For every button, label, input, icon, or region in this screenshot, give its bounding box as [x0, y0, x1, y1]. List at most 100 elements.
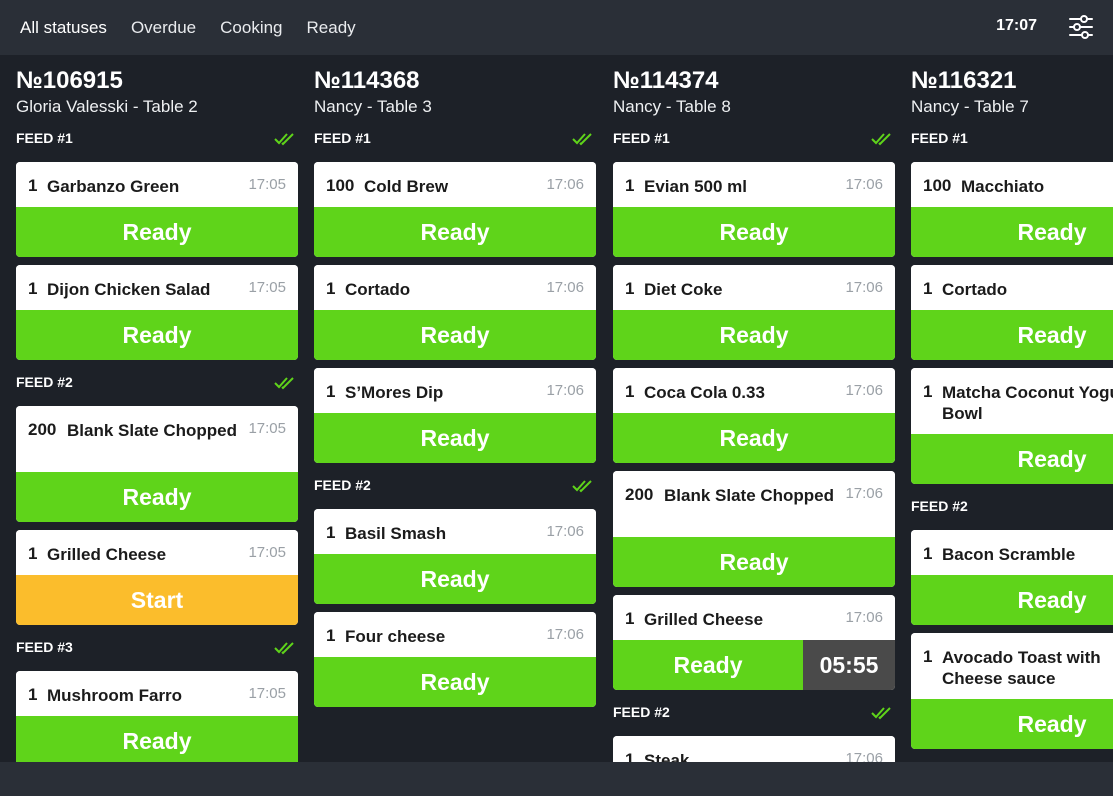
ready-button[interactable]: Ready — [911, 699, 1113, 749]
item-name: Cold Brew — [364, 177, 449, 196]
ready-button[interactable]: Ready — [613, 207, 895, 257]
item-time: 17:05 — [248, 685, 286, 702]
ready-button[interactable]: Ready — [16, 472, 298, 522]
item-name: Blank Slate Chopped — [67, 421, 238, 440]
item-time: 17:06 — [546, 523, 584, 540]
item-quantity: 1 — [625, 279, 635, 298]
double-check-icon — [572, 480, 592, 493]
item-header: 1 Grilled Cheese 17:05 — [16, 530, 298, 575]
ready-button[interactable]: Ready — [613, 413, 895, 463]
item-name: Cortado — [942, 280, 1008, 299]
item-time: 17:06 — [546, 279, 584, 296]
sliders-icon[interactable] — [1068, 14, 1094, 40]
item-quantity: 1 — [326, 626, 336, 645]
start-button[interactable]: Start — [16, 575, 298, 625]
order-item-card: 1 Coca Cola 0.33 17:06 Ready — [613, 368, 895, 463]
order-item-card: 200 Blank Slate Chopped 17:06 Ready — [613, 471, 895, 587]
tab-ready[interactable]: Ready — [306, 17, 356, 37]
order-item-card: 1 S’Mores Dip 17:06 Ready — [314, 368, 596, 463]
item-time: 17:06 — [845, 750, 883, 762]
item-name: Four cheese — [345, 627, 446, 646]
item-quantity: 100 — [326, 176, 355, 195]
item-name: Cortado — [345, 280, 411, 299]
item-time: 17:06 — [546, 176, 584, 193]
order-number: №106915 — [16, 67, 123, 94]
item-time: 17:05 — [248, 544, 286, 561]
order-item-card: 100 Macchiato Ready — [911, 162, 1113, 257]
ready-button[interactable]: Ready — [613, 537, 895, 587]
item-quantity: 1 — [625, 750, 635, 762]
feed-header: FEED #1 — [16, 130, 298, 150]
item-header: 1 Diet Coke 17:06 — [613, 265, 895, 310]
item-time: 17:06 — [845, 382, 883, 399]
order-item-card: 1 Garbanzo Green 17:05 Ready — [16, 162, 298, 257]
item-time: 17:05 — [248, 176, 286, 193]
feed-header: FEED #2 — [16, 374, 298, 394]
order-item-card: 1 Bacon Scramble Ready — [911, 530, 1113, 625]
ready-button[interactable]: Ready — [16, 310, 298, 360]
order-number: №114374 — [613, 67, 719, 94]
order-item-card: 1 Dijon Chicken Salad 17:05 Ready — [16, 265, 298, 360]
ready-button[interactable]: Ready — [911, 434, 1113, 484]
ready-button[interactable]: Ready — [314, 554, 596, 604]
double-check-icon — [274, 377, 294, 390]
item-quantity: 100 — [923, 176, 952, 195]
ready-button[interactable]: Ready — [314, 207, 596, 257]
item-header: 100 Cold Brew 17:06 — [314, 162, 596, 207]
item-time: 17:06 — [546, 626, 584, 643]
feed-label: FEED #1 — [314, 130, 371, 146]
item-quantity: 1 — [923, 279, 933, 298]
item-time: 17:05 — [248, 420, 286, 437]
feed-label: FEED #1 — [911, 130, 968, 146]
order-item-card: 1 Avocado Toast with Cheese sauce Ready — [911, 633, 1113, 749]
item-header: 1 Cortado 17:06 — [314, 265, 596, 310]
tab-all-statuses[interactable]: All statuses — [20, 17, 107, 37]
item-name: Macchiato — [961, 177, 1045, 196]
order-item-card: 1 Grilled Cheese 17:05 Start — [16, 530, 298, 625]
item-name: Bacon Scramble — [942, 545, 1076, 564]
ready-button[interactable]: Ready — [16, 716, 298, 762]
item-header: 1 Cortado — [911, 265, 1113, 310]
ready-button[interactable]: Ready — [613, 310, 895, 360]
item-name: Evian 500 ml — [644, 177, 748, 196]
order-guest-table: Nancy - Table 8 — [613, 97, 731, 116]
item-time: 17:06 — [845, 485, 883, 502]
item-time: 17:06 — [546, 382, 584, 399]
item-quantity: 1 — [923, 544, 933, 563]
item-name: S’Mores Dip — [345, 383, 444, 402]
feed-header: FEED #1 — [613, 130, 895, 150]
tab-cooking[interactable]: Cooking — [220, 17, 283, 37]
ready-button[interactable]: Ready — [314, 413, 596, 463]
double-check-icon — [572, 133, 592, 146]
bottom-bar — [0, 762, 1113, 796]
item-name: Avocado Toast with Cheese sauce — [942, 648, 1101, 688]
item-quantity: 1 — [28, 544, 38, 563]
item-header: 1 Matcha Coconut Yogurt Bowl — [911, 368, 1113, 434]
feed-header: FEED #1 — [314, 130, 596, 150]
item-quantity: 1 — [326, 279, 336, 298]
tab-overdue[interactable]: Overdue — [130, 17, 197, 37]
order-item-card: 100 Cold Brew 17:06 Ready — [314, 162, 596, 257]
feed-header: FEED #2 — [911, 498, 1113, 518]
feed-header: FEED #2 — [314, 477, 596, 497]
item-quantity: 1 — [28, 176, 38, 195]
ready-button[interactable]: Ready — [911, 207, 1113, 257]
order-item-card: 1 Grilled Cheese 17:06 Ready 05:55 — [613, 595, 895, 690]
ready-button[interactable]: Ready — [16, 207, 298, 257]
item-quantity: 1 — [28, 685, 38, 704]
ready-button[interactable]: Ready — [911, 310, 1113, 360]
cooking-timer: 05:55 — [803, 640, 895, 690]
ready-button[interactable]: Ready — [613, 640, 803, 690]
ready-button[interactable]: Ready — [911, 575, 1113, 625]
feed-header: FEED #3 — [16, 639, 298, 659]
item-header: 1 Avocado Toast with Cheese sauce — [911, 633, 1113, 699]
item-header: 1 Evian 500 ml 17:06 — [613, 162, 895, 207]
order-item-card: 1 Four cheese 17:06 Ready — [314, 612, 596, 707]
item-header: 1 Mushroom Farro 17:05 — [16, 671, 298, 716]
orders-board: №106915 Gloria Valesski - Table 2 FEED #1 1… — [0, 55, 1113, 762]
ready-button[interactable]: Ready — [314, 310, 596, 360]
item-name: Coca Cola 0.33 — [644, 383, 765, 402]
double-check-icon — [871, 133, 891, 146]
ready-button[interactable]: Ready — [314, 657, 596, 707]
item-time: 17:06 — [845, 279, 883, 296]
